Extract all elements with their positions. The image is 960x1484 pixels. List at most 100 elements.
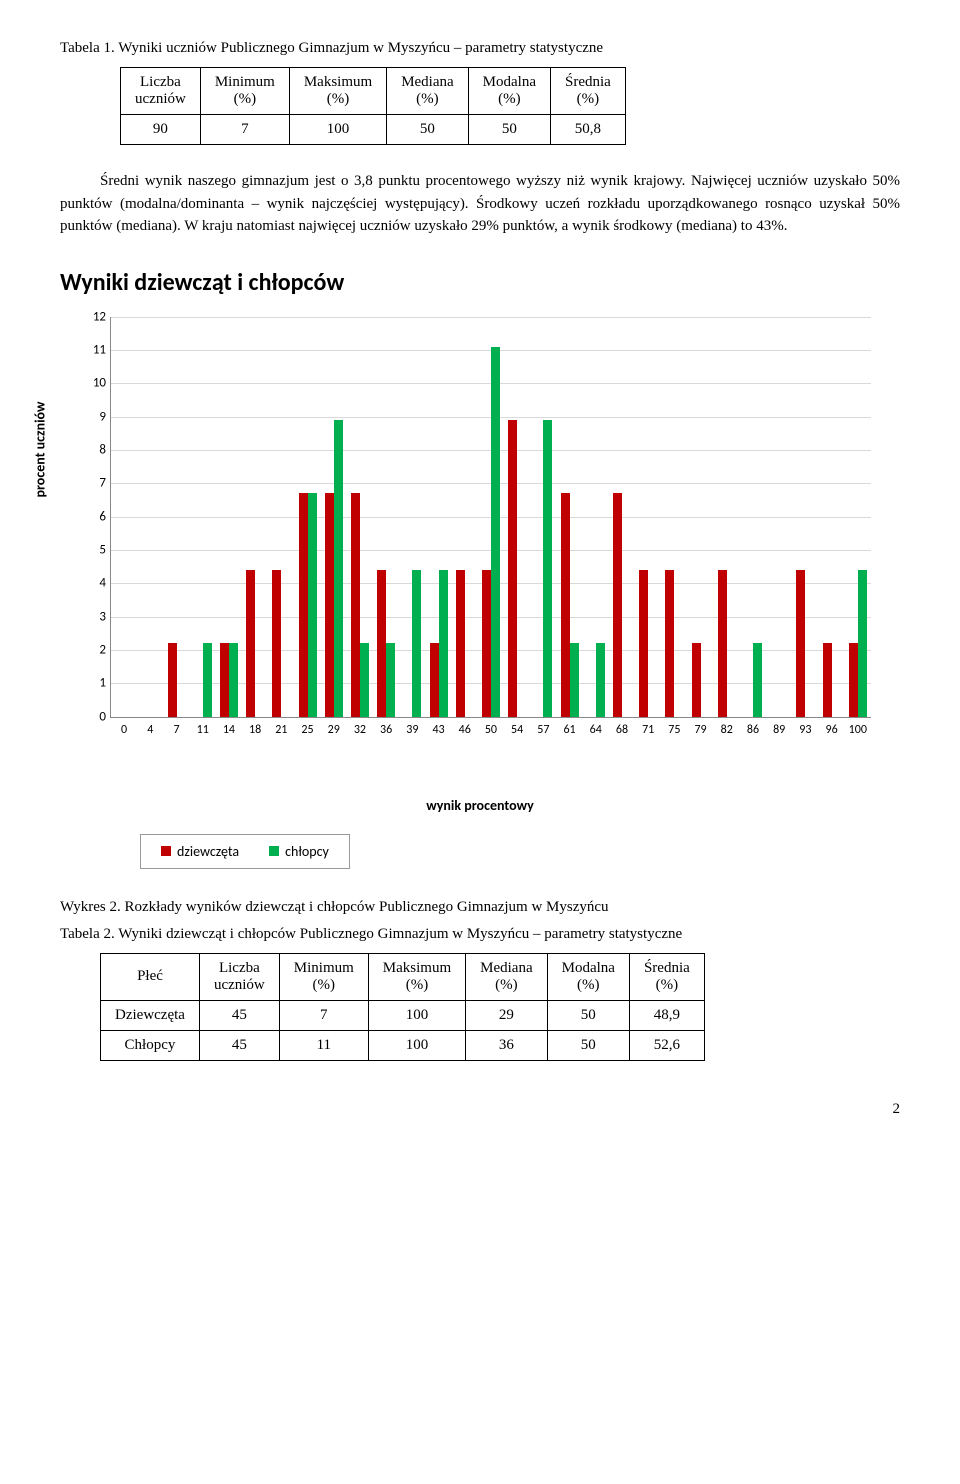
- chart-bar-group: 96: [818, 643, 844, 716]
- chart-bar: [543, 420, 552, 717]
- chart-xtick: 14: [223, 723, 235, 737]
- chart-caption: Wykres 2. Rozkłady wyników dziewcząt i c…: [60, 899, 900, 916]
- table1-col-2: Maksimum(%): [289, 68, 386, 115]
- chart-bar: [508, 420, 517, 717]
- chart-bar-group: 11: [190, 643, 216, 716]
- chart-bar: [718, 570, 727, 717]
- chart-xtick: 25: [301, 723, 313, 737]
- chart-bar: [482, 570, 491, 717]
- chart-bar-group: 43: [425, 570, 451, 717]
- chart-bar-group: 100: [845, 570, 871, 717]
- chart-bar: [753, 643, 762, 716]
- chart-xtick: 86: [747, 723, 759, 737]
- table2-caption: Tabela 2. Wyniki dziewcząt i chłopców Pu…: [60, 926, 900, 943]
- legend-swatch-icon: [269, 846, 279, 856]
- chart-bar: [203, 643, 212, 716]
- chart-xtick: 4: [147, 723, 153, 737]
- chart-bar: [325, 493, 334, 716]
- chart-bar-group: 93: [792, 570, 818, 717]
- chart-bar-group: 71: [635, 570, 661, 717]
- table2-cell: 45: [199, 1030, 279, 1060]
- table1-cell: 50: [387, 115, 468, 145]
- chart-xtick: 68: [616, 723, 628, 737]
- chart-ytick: 1: [86, 676, 106, 691]
- chart-bar-group: 7: [163, 643, 189, 716]
- table1-cell: 50,8: [551, 115, 626, 145]
- chart-ytick: 0: [86, 709, 106, 724]
- chart-ytick: 6: [86, 509, 106, 524]
- chart-xtick: 0: [121, 723, 127, 737]
- table1: Liczbauczniów Minimum(%) Maksimum(%) Med…: [120, 67, 626, 145]
- chart-bar: [665, 570, 674, 717]
- chart-bar-group: 39: [399, 570, 425, 717]
- table1-cell: 7: [200, 115, 289, 145]
- chart-bar: [491, 347, 500, 717]
- chart-ytick: 4: [86, 576, 106, 591]
- table2-col-1: Liczbauczniów: [199, 953, 279, 1000]
- chart-xtick: 46: [459, 723, 471, 737]
- chart-bar-group: 21: [268, 570, 294, 717]
- chart-xtick: 79: [694, 723, 706, 737]
- chart-xtick: 64: [590, 723, 602, 737]
- chart-bar-group: 79: [687, 643, 713, 716]
- chart-ytick: 7: [86, 476, 106, 491]
- chart-ytick: 3: [86, 609, 106, 624]
- chart-bar: [692, 643, 701, 716]
- table2-cell: 45: [199, 1000, 279, 1030]
- table1-col-3: Mediana(%): [387, 68, 468, 115]
- chart-xtick: 75: [668, 723, 680, 737]
- analysis-paragraph: Średni wynik naszego gimnazjum jest o 3,…: [60, 170, 900, 238]
- legend-label: dziewczęta: [177, 843, 239, 860]
- chart-bar-group: 46: [452, 570, 478, 717]
- table1-cell: 90: [121, 115, 201, 145]
- chart-ytick: 12: [86, 309, 106, 324]
- table2-col-6: Średnia(%): [629, 953, 704, 1000]
- chart-bar: [272, 570, 281, 717]
- chart-bar: [220, 643, 229, 716]
- chart-bar-group: 36: [373, 570, 399, 717]
- chart-xtick: 36: [380, 723, 392, 737]
- chart-bar: [561, 493, 570, 716]
- table2-col-2: Minimum(%): [279, 953, 368, 1000]
- chart-bar-group: 54: [504, 420, 530, 717]
- chart-bar-group: 82: [714, 570, 740, 717]
- table2-col-5: Modalna(%): [547, 953, 629, 1000]
- chart-xtick: 11: [197, 723, 209, 737]
- chart-xtick: 61: [563, 723, 575, 737]
- chart-ylabel: procent uczniów: [32, 401, 49, 497]
- chart-bar-group: 68: [609, 493, 635, 716]
- table2-cell: 52,6: [629, 1030, 704, 1060]
- page-number: 2: [60, 1101, 900, 1118]
- chart-bar: [229, 643, 238, 716]
- table1-col-0: Liczbauczniów: [121, 68, 201, 115]
- table1-col-4: Modalna(%): [468, 68, 550, 115]
- chart-ytick: 10: [86, 376, 106, 391]
- chart-xlabel: wynik procentowy: [60, 797, 900, 814]
- chart-bar: [456, 570, 465, 717]
- chart-bar: [168, 643, 177, 716]
- chart-bar: [246, 570, 255, 717]
- chart-bar-group: 86: [740, 643, 766, 716]
- table2-cell: 29: [466, 1000, 547, 1030]
- table2-cell: 7: [279, 1000, 368, 1030]
- chart-legend: dziewczęta chłopcy: [140, 834, 350, 869]
- chart-bar-group: 50: [478, 347, 504, 717]
- chart-xtick: 82: [721, 723, 733, 737]
- table2-cell: 48,9: [629, 1000, 704, 1030]
- chart-bar-group: 64: [583, 643, 609, 716]
- chart-bar-group: 14: [216, 643, 242, 716]
- chart-ytick: 2: [86, 642, 106, 657]
- chart-bar: [858, 570, 867, 717]
- chart-bar: [570, 643, 579, 716]
- chart-ytick: 8: [86, 442, 106, 457]
- chart-bar: [823, 643, 832, 716]
- chart-xtick: 96: [825, 723, 837, 737]
- chart-xtick: 57: [537, 723, 549, 737]
- chart-bar: [334, 420, 343, 717]
- chart-bar-group: 25: [294, 493, 320, 716]
- table1-cell: 50: [468, 115, 550, 145]
- chart-bar-group: 32: [347, 493, 373, 716]
- table1-col-5: Średnia(%): [551, 68, 626, 115]
- chart-xtick: 89: [773, 723, 785, 737]
- table2-row-0: Dziewczęta 45 7 100 29 50 48,9: [101, 1000, 705, 1030]
